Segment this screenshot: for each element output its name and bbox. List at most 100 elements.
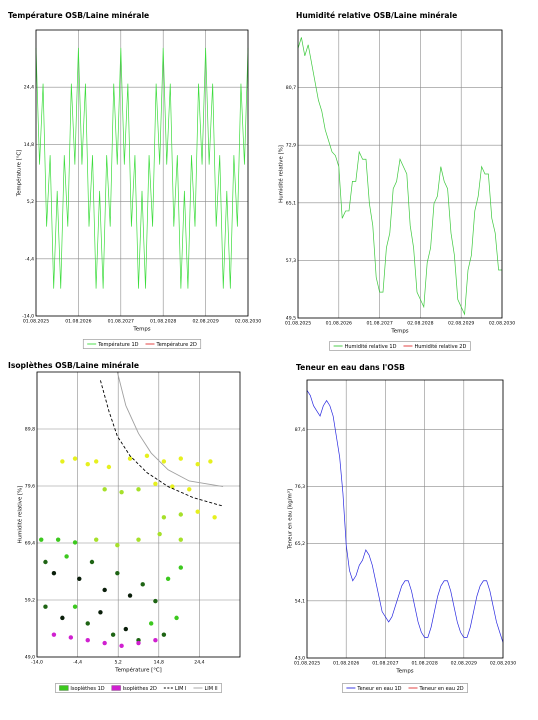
chart-title: Isoplèthes OSB/Laine minérale [8, 361, 139, 370]
x-tick-label: 02.08.2030 [489, 321, 515, 327]
scatter-point [102, 640, 107, 646]
plot-frame [297, 29, 503, 319]
chart-title: Température OSB/Laine minérale [8, 11, 149, 20]
x-tick-label: 01.08.2025 [23, 319, 49, 325]
x-tick-label: 24,4 [194, 660, 204, 666]
x-tick-label: 01.08.2026 [326, 321, 352, 327]
scatter-point [178, 537, 183, 542]
scatter-point [119, 643, 124, 649]
scatter-point [94, 537, 99, 542]
y-tick-label: 76,3 [295, 484, 305, 490]
scatter-point [115, 543, 120, 548]
y-tick-label: 49,5 [286, 316, 296, 322]
y-tick-label: 72,9 [286, 143, 296, 149]
x-tick-label: 01.08.2027 [108, 319, 134, 325]
x-tick-label: 02.08.2028 [407, 321, 433, 327]
legend-label: Humidité relative 2D [414, 343, 466, 350]
plot-frame [306, 379, 504, 659]
y-tick-label: 79,6 [25, 484, 35, 490]
scatter-point [161, 515, 167, 520]
x-tick-label: 02.08.2029 [192, 319, 218, 325]
scatter-point [85, 621, 90, 626]
scatter-point [72, 456, 78, 461]
scatter-point [72, 540, 78, 545]
scatter-point [153, 638, 158, 643]
plot-area [298, 30, 502, 318]
scatter-point [212, 515, 217, 520]
scatter-point [178, 512, 183, 517]
scatter-point [55, 537, 61, 542]
chart-title: Humidité relative OSB/Laine minérale [296, 11, 457, 20]
scatter-point [161, 459, 167, 464]
limit-curve [100, 380, 224, 507]
x-tick-label: 02.08.2030 [235, 319, 261, 325]
y-tick-label: 65,2 [295, 541, 305, 547]
y-tick-label: 57,3 [286, 258, 296, 264]
legend-label: LIM I [175, 686, 187, 692]
scatter-point [98, 610, 103, 615]
plot-frame [35, 29, 249, 317]
x-tick-label: -14,0 [31, 660, 43, 666]
legend-label: Isoplèthes 1D [70, 685, 104, 692]
plot-frame [36, 371, 241, 658]
legend-label: Humidité relative 1D [345, 343, 397, 350]
y-tick-label: 89,8 [25, 427, 35, 433]
scatter-point [136, 640, 141, 646]
scatter-point [157, 531, 162, 537]
y-tick-label: 87,4 [295, 427, 305, 433]
scatter-point [136, 487, 141, 492]
chart-title: Teneur en eau dans l'OSB [296, 363, 405, 372]
y-tick-label: 65,1 [286, 200, 296, 206]
scatter-point [178, 565, 183, 570]
y-tick-label: 59,2 [25, 598, 35, 604]
legend-frame [55, 683, 222, 693]
x-tick-label: 01.08.2026 [65, 319, 91, 325]
legend-swatch [111, 685, 121, 691]
y-tick-label: 80,7 [286, 85, 296, 91]
y-tick-label: 43,0 [295, 656, 305, 662]
plot-area [36, 30, 248, 316]
scatter-point [195, 509, 200, 514]
chart-panel: Teneur en eau dans l'OSB 43,0 54,1 65,2 76,3… [287, 363, 516, 693]
scatter-point [144, 453, 150, 459]
x-tick-label: 01.08.2028 [411, 661, 437, 667]
y-tick-label: 54,1 [295, 598, 305, 604]
scatter-point [127, 456, 133, 461]
scatter-point [106, 464, 112, 470]
plot-area [307, 380, 503, 658]
scatter-point [165, 576, 171, 581]
scatter-point [43, 604, 48, 609]
scatter-point [85, 462, 90, 467]
scatter-point [140, 582, 145, 587]
chart-panel: Température OSB/Laine minérale -14,0 -4,4 5… [8, 11, 261, 349]
legend-label: Teneur en eau 2D [419, 686, 464, 692]
scatter-point [178, 456, 183, 461]
legend-frame [342, 683, 468, 693]
scatter-point [127, 593, 133, 598]
scatter-point [85, 638, 90, 643]
y-tick-label: -14,0 [22, 314, 34, 320]
legend-frame [329, 341, 471, 351]
y-tick-label: 49,0 [25, 655, 35, 661]
scatter-point [115, 570, 120, 576]
x-tick-label: -4,4 [73, 660, 82, 666]
x-tick-label: 01.08.2028 [150, 319, 176, 325]
data-line [306, 390, 504, 643]
x-axis-title: Temps [395, 669, 413, 675]
plot-area [37, 372, 240, 657]
scatter-point [123, 626, 129, 632]
scatter-point [170, 484, 175, 489]
y-tick-label: 24,4 [24, 85, 34, 91]
x-axis-title: Temps [132, 327, 150, 333]
x-tick-label: 01.08.2027 [372, 661, 398, 667]
y-axis-title: Température [°C] [16, 150, 23, 198]
y-axis-title: Teneur en eau [kg/m³] [287, 489, 294, 550]
scatter-point [187, 487, 192, 492]
x-tick-label: 01.08.2025 [285, 321, 311, 327]
x-tick-label: 14,8 [154, 660, 164, 666]
legend-label: Température 2D [155, 341, 196, 348]
legend-frame [82, 339, 202, 349]
legend: Teneur en eau 1D Teneur en eau 2D [342, 683, 468, 693]
y-tick-label: -4,4 [25, 256, 34, 262]
data-line [297, 37, 502, 316]
